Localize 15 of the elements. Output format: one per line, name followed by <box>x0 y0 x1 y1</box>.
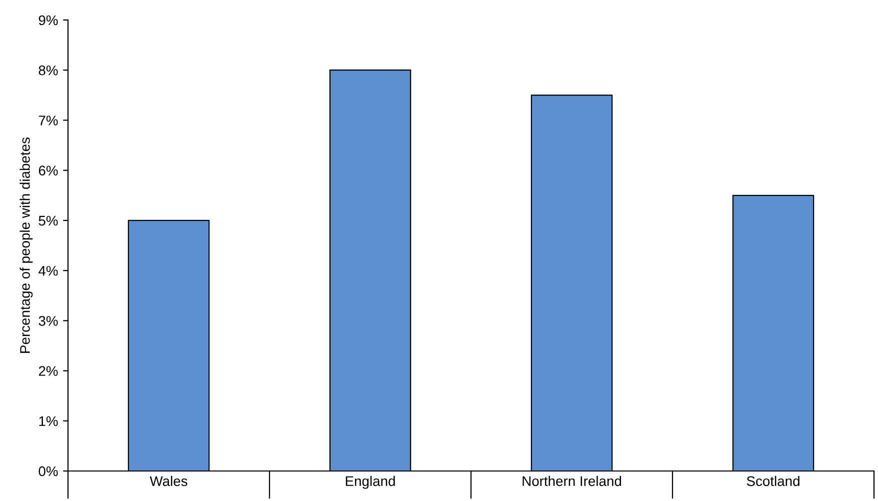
y-tick-label: 3% <box>38 316 58 326</box>
x-tick-label: Scotland <box>746 476 800 486</box>
y-tick-label: 4% <box>38 266 58 276</box>
x-tick-label: Northern Ireland <box>522 476 622 486</box>
y-axis-title: Percentage of people with diabetes <box>20 138 33 353</box>
y-tick-label: 5% <box>38 216 58 226</box>
y-tick-label: 0% <box>38 466 58 476</box>
x-tick-label: England <box>346 476 395 489</box>
y-tick-label: 2% <box>38 366 58 376</box>
y-tick-label: 8% <box>38 65 58 76</box>
y-tick-label: 7% <box>38 116 58 126</box>
y-tick-label: 1% <box>39 416 58 426</box>
y-tick-label: 6% <box>38 166 58 176</box>
y-tick-label: 9% <box>38 15 58 26</box>
x-tick-label: Wales <box>150 476 188 486</box>
